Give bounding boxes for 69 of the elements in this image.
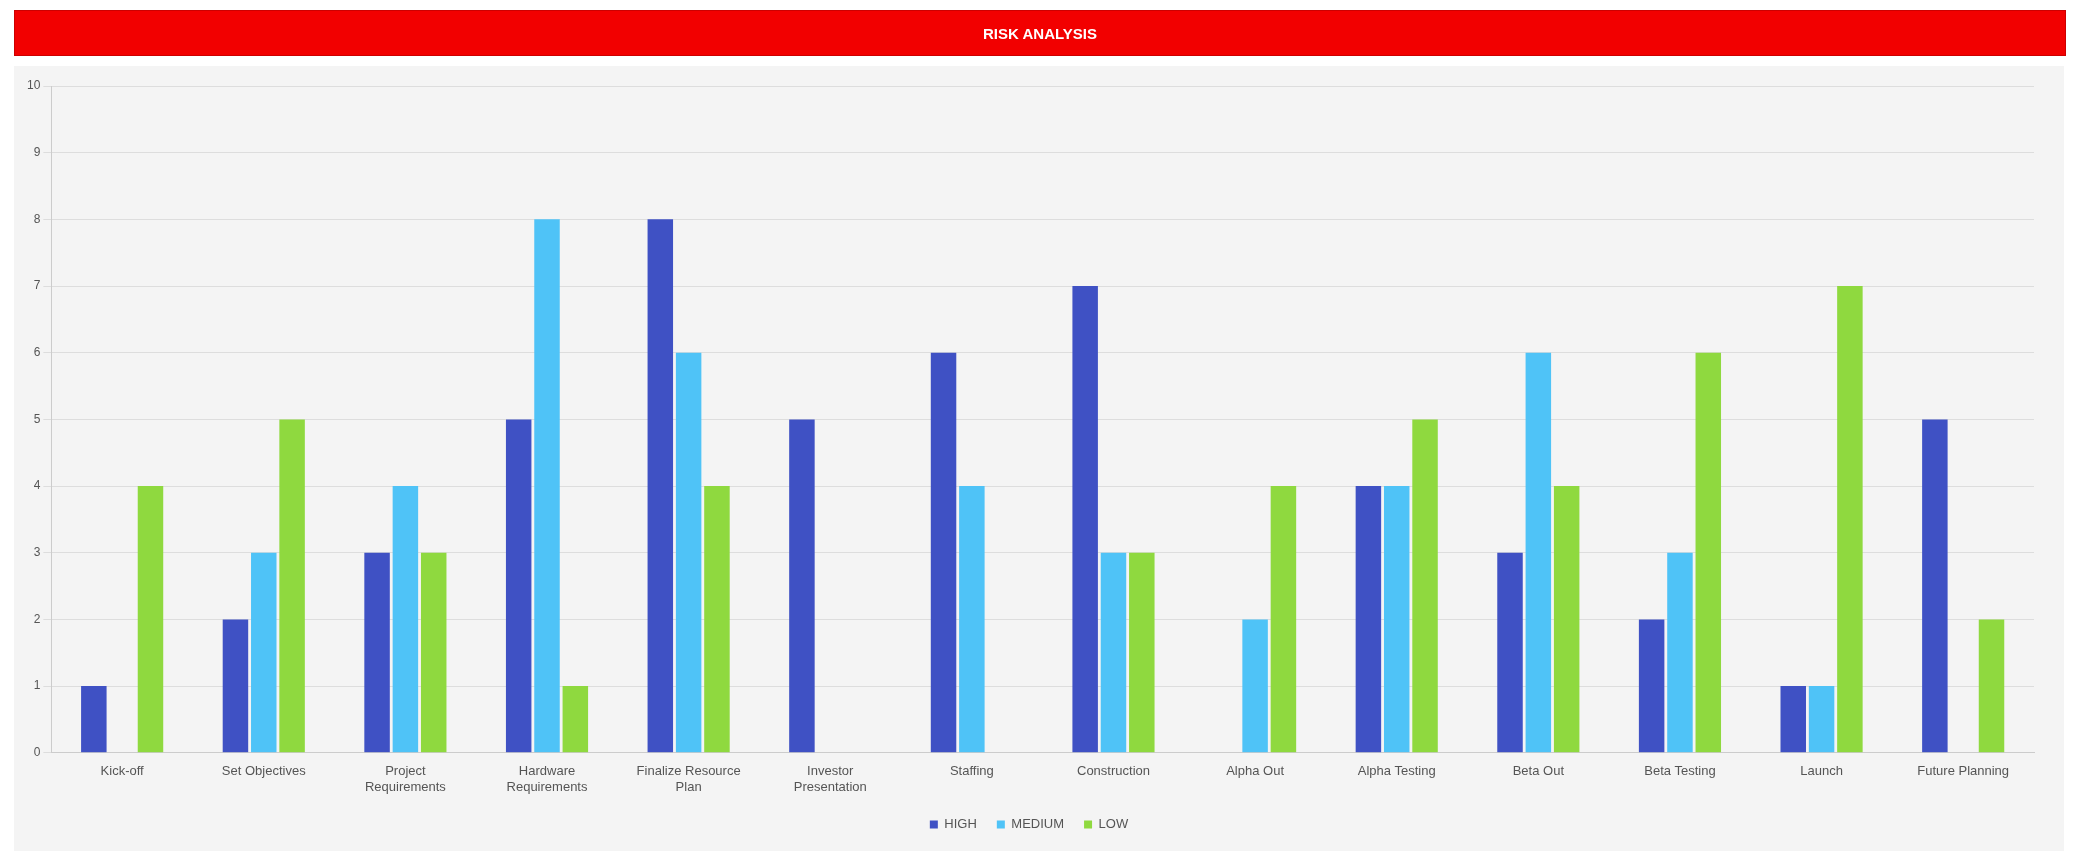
- legend-label: LOW: [1098, 816, 1129, 832]
- bar: [137, 486, 164, 753]
- legend-label: HIGH: [944, 816, 977, 832]
- category-label: Project: [385, 763, 426, 779]
- x-tick-label: Construction: [1076, 763, 1150, 779]
- bar: [420, 552, 447, 753]
- bar: [1808, 686, 1835, 753]
- bar: [1638, 619, 1665, 753]
- x-tick-label: Future Planning: [1917, 763, 2010, 779]
- y-tick-label: 4: [33, 478, 41, 493]
- bar: [1525, 352, 1552, 753]
- bar: [1667, 552, 1693, 753]
- x-tick-label: Alpha Testing: [1357, 763, 1436, 779]
- bar: [1553, 486, 1580, 753]
- bar: [959, 486, 985, 753]
- y-tick-label: 8: [33, 211, 41, 226]
- bar: [1780, 686, 1806, 753]
- bar: [1242, 619, 1268, 753]
- bar: [81, 686, 107, 753]
- bar: [1270, 486, 1297, 753]
- category-label: Requirements: [364, 778, 446, 794]
- bar: [930, 352, 957, 753]
- y-tick-label: 10: [26, 78, 41, 93]
- bar: [1837, 286, 1863, 753]
- bar: [675, 352, 702, 753]
- x-tick-label: Kick-off: [100, 763, 145, 779]
- y-tick-label: 5: [33, 411, 41, 426]
- bar: [704, 486, 730, 753]
- bar: [1497, 552, 1523, 753]
- bar: [534, 219, 560, 753]
- category-label: Finalize Resource: [636, 763, 741, 779]
- x-tick-label: Alpha Out: [1226, 763, 1285, 779]
- bar: [251, 552, 277, 753]
- x-tick-label: Beta Out: [1512, 763, 1565, 779]
- x-tick-label: Staffing: [949, 763, 994, 779]
- chart-title: RISK ANALYSIS: [14, 10, 2066, 56]
- category-label: Hardware: [518, 763, 576, 779]
- y-tick-label: 6: [33, 345, 41, 360]
- bar: [562, 686, 589, 753]
- bar: [1100, 552, 1127, 753]
- bar: [789, 419, 815, 753]
- y-tick-label: 1: [33, 678, 41, 693]
- y-tick-label: 3: [33, 545, 41, 560]
- y-tick-label: 9: [33, 144, 41, 159]
- bar: [279, 419, 305, 753]
- category-label: Investor: [807, 763, 854, 779]
- bar: [1129, 552, 1155, 753]
- x-tick-label: Launch: [1800, 763, 1843, 779]
- category-label: Presentation: [793, 778, 867, 794]
- category-label: Requirements: [506, 778, 588, 794]
- bar: [364, 552, 390, 753]
- bar: [1383, 486, 1410, 753]
- bar: [647, 219, 674, 753]
- bar: [1072, 286, 1098, 753]
- category-label: Plan: [675, 778, 702, 794]
- y-tick-label: 2: [33, 611, 41, 626]
- x-tick-label: Beta Testing: [1644, 763, 1716, 779]
- x-tick-label: Set Objectives: [221, 763, 307, 779]
- y-tick-label: 0: [33, 745, 41, 760]
- y-tick-label: 7: [33, 278, 41, 293]
- bar: [1695, 352, 1722, 753]
- bar: [222, 619, 249, 753]
- bar: [505, 419, 532, 753]
- bar: [1922, 419, 1948, 753]
- legend-label: MEDIUM: [1011, 816, 1065, 832]
- bar: [1412, 419, 1438, 753]
- bar: [1355, 486, 1382, 753]
- bar: [392, 486, 419, 753]
- bar: [1978, 619, 2005, 753]
